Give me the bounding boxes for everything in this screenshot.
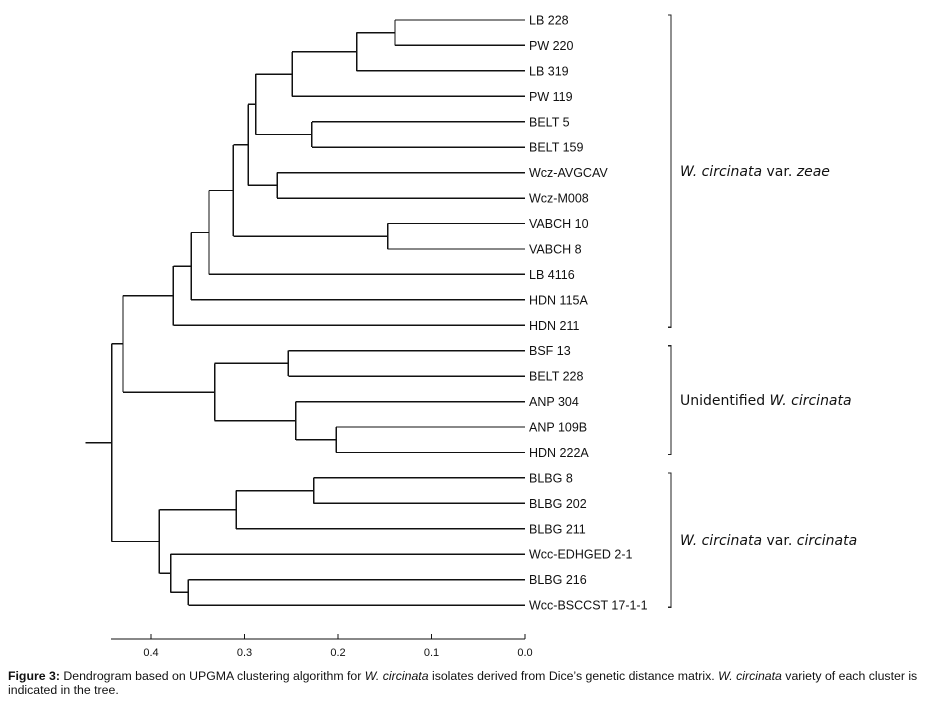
leaf-label: BELT 159	[529, 141, 583, 155]
leaf-label: HDN 222A	[529, 446, 589, 460]
axis-tick-label: 0.3	[237, 647, 252, 659]
leaf-label: VABCH 8	[529, 242, 582, 256]
distance-axis: 0.4 0.3 0.2 0.1 0.0	[110, 634, 533, 659]
leaf-label: LB 228	[529, 14, 569, 28]
leaf-label: BSF 13	[529, 344, 571, 358]
leaf-label: BLBG 202	[529, 497, 587, 511]
leaf-label: BLBG 216	[529, 573, 587, 587]
axis-tick-label: 0.0	[517, 647, 532, 659]
caption-figure-label: Figure 3:	[8, 669, 60, 683]
caption-text-3: variety of each cluster is indicated in …	[8, 669, 918, 697]
leaf-label: LB 319	[529, 64, 569, 78]
leaf-label: Wcc-EDHGED 2-1	[529, 548, 633, 562]
leaf-label: BELT 228	[529, 370, 583, 384]
leaf-label: BELT 5	[529, 115, 570, 129]
branches	[85, 19, 525, 606]
leaf-label: VABCH 10	[529, 217, 589, 231]
leaf-labels: LB 228 PW 220 LB 319 PW 119 BELT 5 BELT 159 Wc…	[529, 14, 648, 613]
leaf-label: PW 220	[529, 39, 574, 53]
leaf-label: ANP 109B	[529, 421, 587, 435]
leaf-label: HDN 115A	[529, 293, 588, 307]
cluster-brackets: W. circinata var. zeae Unidentified W. ci…	[668, 14, 857, 608]
cluster-bracket-zeae	[668, 14, 672, 328]
cluster-label-zeae: W. circinata var. zeae	[680, 164, 830, 180]
caption-species-1: W. circinata	[364, 669, 429, 683]
axis-tick-label: 0.4	[143, 647, 158, 659]
leaf-label: HDN 211	[529, 319, 580, 333]
figure-caption: Figure 3: Dendrogram based on UPGMA clus…	[8, 669, 943, 697]
leaf-label: BLBG 211	[529, 522, 586, 536]
leaf-label: Wcz-M008	[529, 192, 589, 206]
caption-species-2: W. circinata	[718, 669, 782, 683]
leaf-label: Wcc-BSCCST 17-1-1	[529, 599, 648, 613]
caption-text-2: isolates derived from Dice’s genetic dis…	[428, 669, 719, 683]
axis-tick-label: 0.2	[330, 647, 345, 659]
caption-text-1: Dendrogram based on UPGMA clustering alg…	[59, 669, 365, 683]
dendrogram-chart: LB 228 PW 220 LB 319 PW 119 BELT 5 BELT 159 Wc…	[85, 14, 857, 659]
cluster-label-circinata: W. circinata var. circinata	[680, 533, 857, 549]
cluster-bracket-unidentified	[668, 345, 672, 456]
leaf-label: ANP 304	[529, 395, 579, 409]
leaf-label: LB 4116	[529, 268, 575, 282]
leaf-label: BLBG 8	[529, 471, 573, 485]
cluster-label-unidentified: Unidentified W. circinata	[680, 393, 852, 409]
axis-tick-label: 0.1	[424, 647, 439, 659]
leaf-label: PW 119	[529, 90, 573, 104]
cluster-bracket-circinata	[668, 472, 672, 608]
leaf-label: Wcz-AVGCAV	[529, 166, 608, 180]
